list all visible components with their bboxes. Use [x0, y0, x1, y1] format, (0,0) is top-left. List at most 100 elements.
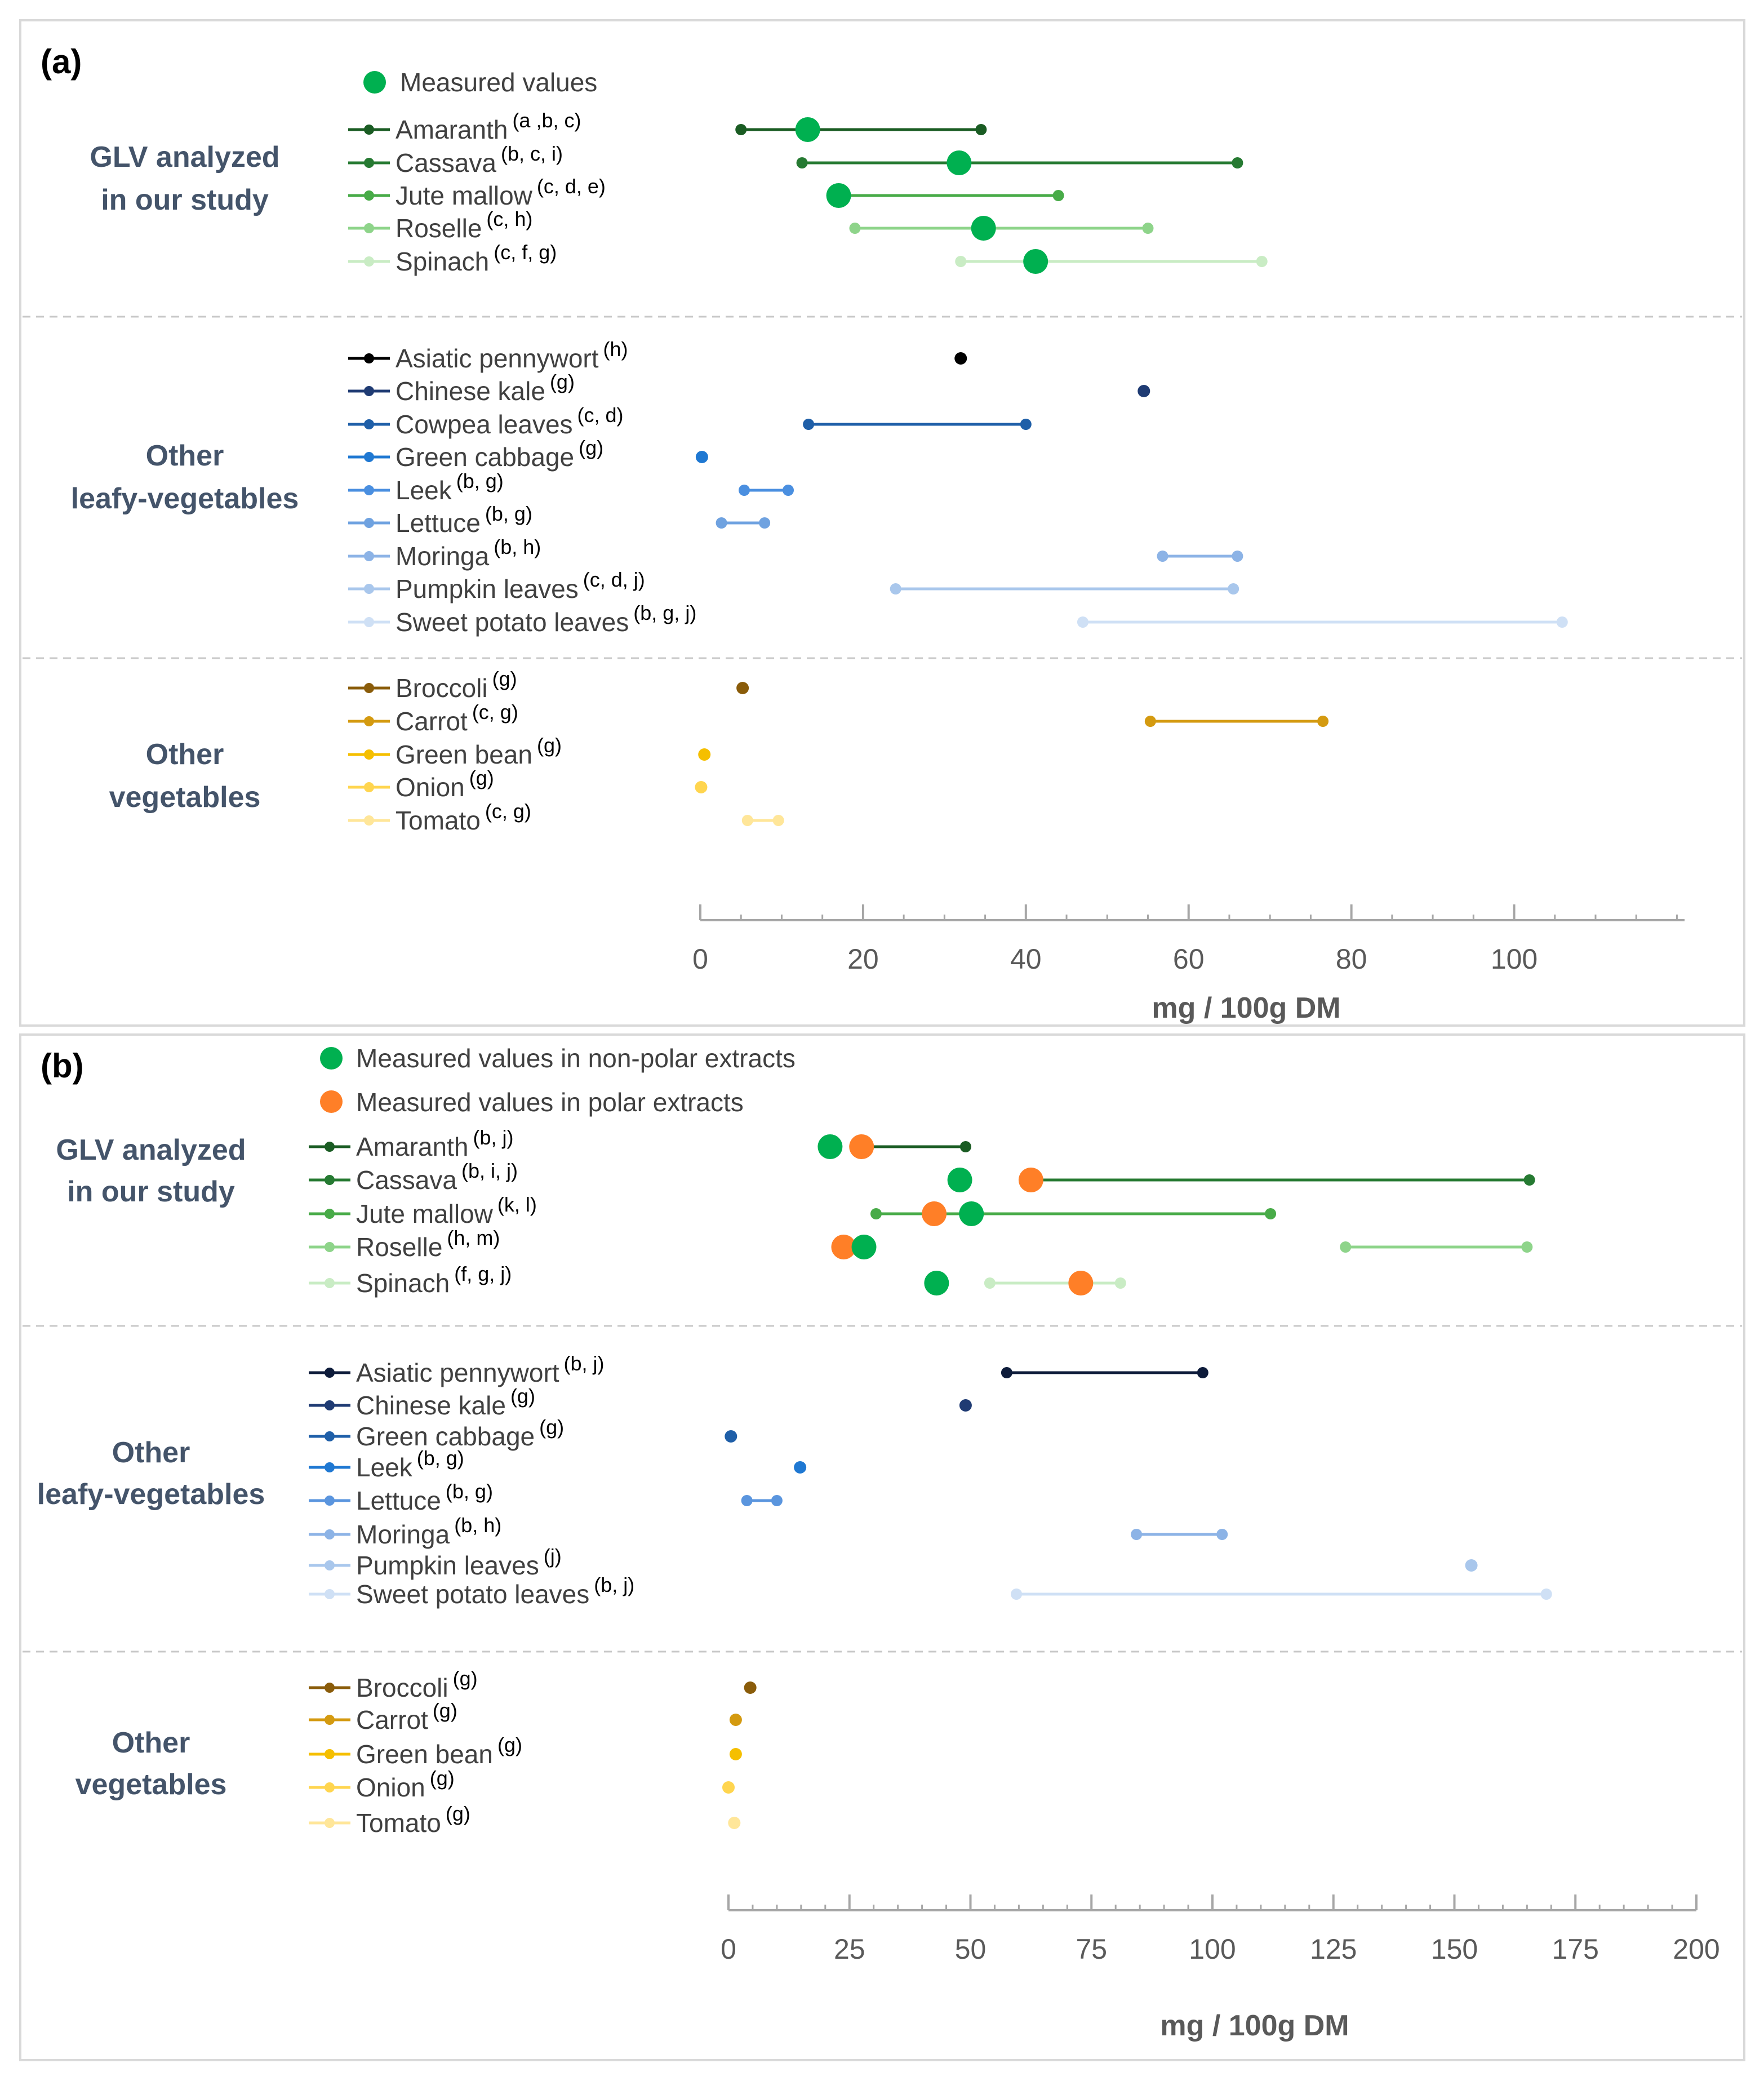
panel-b-row-leek: Leek (b, g): [309, 1447, 807, 1482]
series-name: Jute mallow: [396, 181, 533, 210]
series-reference: (c, h): [486, 207, 532, 230]
series-reference: (b, c, i): [501, 142, 563, 165]
panel-a-label: (a): [41, 43, 82, 81]
series-reference: (g): [469, 766, 494, 789]
series-swatch-marker: [325, 1242, 335, 1252]
series-reference: (b, h): [454, 1514, 501, 1537]
series-swatch-marker: [364, 452, 374, 462]
series-swatch-marker: [325, 1175, 335, 1185]
single-value-point: [725, 1430, 737, 1443]
single-value-point: [959, 1399, 972, 1412]
x-tick-label: 50: [955, 1933, 987, 1965]
series-name: Cassava: [396, 148, 496, 178]
range-max-point: [1142, 223, 1154, 234]
series-name: Sweet potato leaves: [356, 1579, 589, 1609]
panel-b-row-pumpkin-leaves: Pumpkin leaves (j): [309, 1545, 1478, 1580]
range-min-point: [796, 157, 808, 168]
panel-b-row-jute-mallow: Jute mallow (k, l): [309, 1193, 1277, 1228]
range-min-point: [1340, 1241, 1352, 1253]
panel-b-row-carrot: Carrot (g): [309, 1699, 742, 1734]
series-swatch-marker: [364, 419, 374, 429]
panel-a-row-pumpkin-leaves: Pumpkin leaves (c, d, j): [348, 568, 1239, 604]
series-label: Asiatic pennywort (h): [396, 338, 628, 373]
series-swatch-marker: [325, 1818, 335, 1828]
series-name: Green bean: [356, 1740, 493, 1769]
range-min-point: [716, 517, 727, 529]
range-max-point: [1540, 1589, 1552, 1600]
range-max-point: [959, 1141, 971, 1152]
measured-value-point: [826, 183, 851, 208]
series-label: Jute mallow (k, l): [356, 1193, 537, 1228]
series-label: Moringa (b, h): [396, 535, 541, 571]
x-tick-label: 150: [1431, 1933, 1478, 1965]
measured-value-point: [924, 1271, 949, 1295]
panel-b-row-moringa: Moringa (b, h): [309, 1514, 1228, 1549]
series-name: Pumpkin leaves: [396, 574, 579, 604]
series-reference: (g): [492, 667, 517, 690]
series-label: Chinese kale (g): [356, 1385, 535, 1420]
series-swatch-marker: [364, 223, 374, 233]
panel-b-row-onion: Onion (g): [309, 1767, 735, 1802]
single-value-point: [728, 1817, 741, 1829]
series-reference: (g): [510, 1385, 535, 1408]
series-name: Pumpkin leaves: [356, 1551, 539, 1580]
series-label: Roselle (h, m): [356, 1226, 500, 1262]
range-max-point: [1556, 616, 1568, 628]
series-label: Sweet potato leaves (b, j): [356, 1573, 634, 1609]
measured-value-point: [817, 1134, 843, 1159]
single-value-point: [794, 1461, 807, 1474]
group-label-line: vegetables: [75, 1768, 227, 1801]
panel-b-row-broccoli: Broccoli (g): [309, 1667, 757, 1702]
measured-value-point: [1023, 249, 1048, 274]
series-label: Carrot (c, g): [396, 700, 518, 736]
series-label: Cassava (b, i, j): [356, 1159, 518, 1195]
series-name: Spinach: [356, 1268, 450, 1298]
measured-value-point: [947, 1168, 972, 1192]
series-label: Chinese kale (g): [396, 370, 575, 406]
range-min-point: [739, 485, 750, 496]
series-swatch-marker: [325, 1529, 335, 1539]
series-name: Broccoli: [396, 673, 488, 703]
series-swatch-marker: [325, 1462, 335, 1472]
x-tick-label: 60: [1173, 943, 1205, 975]
single-value-point: [1138, 385, 1150, 397]
group-label-line: in our study: [67, 1175, 235, 1208]
single-value-point: [698, 748, 711, 761]
panel-a-row-sweet-potato-leaves: Sweet potato leaves (b, g, j): [348, 601, 1568, 637]
range-max-point: [1232, 551, 1243, 562]
panel-a-row-jute-mallow: Jute mallow (c, d, e): [348, 175, 1064, 210]
panel-a-row-lettuce: Lettuce (b, g): [348, 502, 771, 538]
series-label: Green bean (g): [396, 734, 562, 769]
legend-marker-non-polar: [320, 1047, 343, 1070]
panel-a-row-cowpea-leaves: Cowpea leaves (c, d): [348, 403, 1032, 439]
series-name: Moringa: [396, 542, 490, 571]
series-reference: (h): [603, 338, 628, 361]
series-name: Lettuce: [356, 1486, 441, 1515]
series-label: Jute mallow (c, d, e): [396, 175, 606, 210]
x-tick-label: 175: [1552, 1933, 1599, 1965]
panel-a-row-green-cabbage: Green cabbage (g): [348, 436, 708, 472]
series-reference: (b, h): [494, 535, 541, 558]
series-name: Cassava: [356, 1165, 457, 1195]
single-value-point: [695, 781, 708, 793]
group-label-line: Other: [146, 440, 224, 472]
legend-marker-polar: [320, 1090, 343, 1113]
series-label: Sweet potato leaves (b, g, j): [396, 601, 696, 637]
panel-a-row-chinese-kale: Chinese kale (g): [348, 370, 1150, 406]
x-tick-label: 100: [1189, 1933, 1236, 1965]
panel-a-groups: GLV analyzed in our study Amaranth (a ,b, c…: [23, 109, 1742, 835]
series-reference: (b, i, j): [461, 1159, 518, 1182]
series-reference: (c, d): [577, 403, 624, 427]
series-label: Spinach (f, g, j): [356, 1262, 512, 1298]
panel-b-row-spinach: Spinach (f, g, j): [309, 1262, 1126, 1298]
group-label-line: Other: [112, 1727, 190, 1759]
series-name: Chinese kale: [396, 376, 545, 406]
series-label: Leek (b, g): [356, 1447, 464, 1482]
series-swatch-marker: [364, 386, 374, 396]
panel-a-row-cassava: Cassava (b, c, i): [348, 142, 1243, 178]
series-swatch-marker: [325, 1496, 335, 1506]
measured-value-point: [851, 1235, 877, 1259]
